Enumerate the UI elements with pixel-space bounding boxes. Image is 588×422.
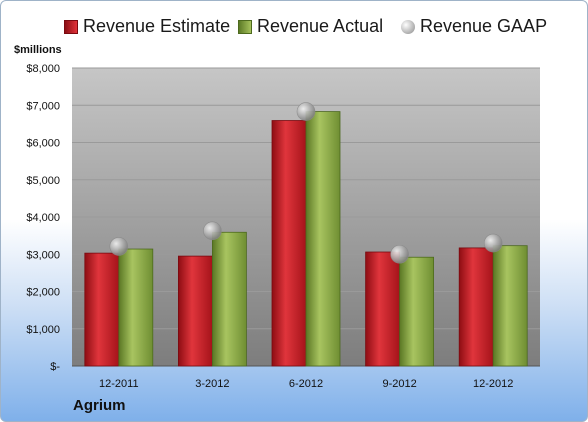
y-axis-unit-label: $millions — [14, 44, 62, 56]
y-tick-label: $8,000 — [26, 63, 60, 75]
x-tick-label: 9-2012 — [382, 378, 416, 390]
x-tick-label: 6-2012 — [289, 378, 323, 390]
x-tick-label: 12-2012 — [473, 378, 513, 390]
bar-revenue-actual — [492, 245, 528, 367]
company-name: Agrium — [73, 397, 126, 414]
y-tick-label: $3,000 — [26, 249, 60, 261]
legend-item-estimate: Revenue Estimate — [64, 16, 230, 37]
legend: Revenue Estimate Revenue Actual Revenue … — [0, 16, 588, 42]
y-tick-label: $- — [50, 361, 60, 373]
point-revenue-gaap — [109, 237, 129, 256]
legend-label-gaap: Revenue GAAP — [420, 16, 548, 36]
point-revenue-gaap — [483, 233, 503, 253]
y-tick-label: $5,000 — [26, 175, 60, 187]
y-tick-label: $2,000 — [26, 287, 60, 299]
x-tick-label: 12-2011 — [99, 378, 139, 390]
legend-swatch-estimate — [64, 19, 78, 34]
bar-revenue-estimate — [271, 120, 307, 367]
bar-revenue-estimate — [365, 251, 401, 367]
bar-revenue-actual — [118, 248, 154, 367]
bar-revenue-actual — [211, 231, 247, 367]
legend-item-actual: Revenue Actual — [238, 16, 383, 37]
bar-revenue-actual — [305, 111, 341, 367]
bar-revenue-actual — [399, 256, 435, 367]
y-tick-label: $4,000 — [26, 212, 60, 224]
bar-revenue-estimate — [458, 247, 494, 367]
point-revenue-gaap — [390, 244, 409, 264]
x-tick-label: 3-2012 — [195, 378, 229, 390]
legend-label-estimate: Revenue Estimate — [83, 16, 231, 36]
y-tick-label: $6,000 — [26, 138, 60, 150]
point-revenue-gaap — [296, 102, 316, 121]
bar-revenue-estimate — [177, 255, 213, 367]
legend-swatch-gaap — [401, 19, 415, 34]
legend-item-gaap: Revenue GAAP — [401, 16, 547, 37]
legend-swatch-actual — [238, 19, 252, 34]
y-tick-label: $1,000 — [26, 324, 60, 336]
bar-revenue-estimate — [84, 252, 120, 367]
point-revenue-gaap — [203, 221, 222, 241]
y-tick-label: $7,000 — [26, 100, 60, 112]
legend-label-actual: Revenue Actual — [257, 16, 384, 36]
